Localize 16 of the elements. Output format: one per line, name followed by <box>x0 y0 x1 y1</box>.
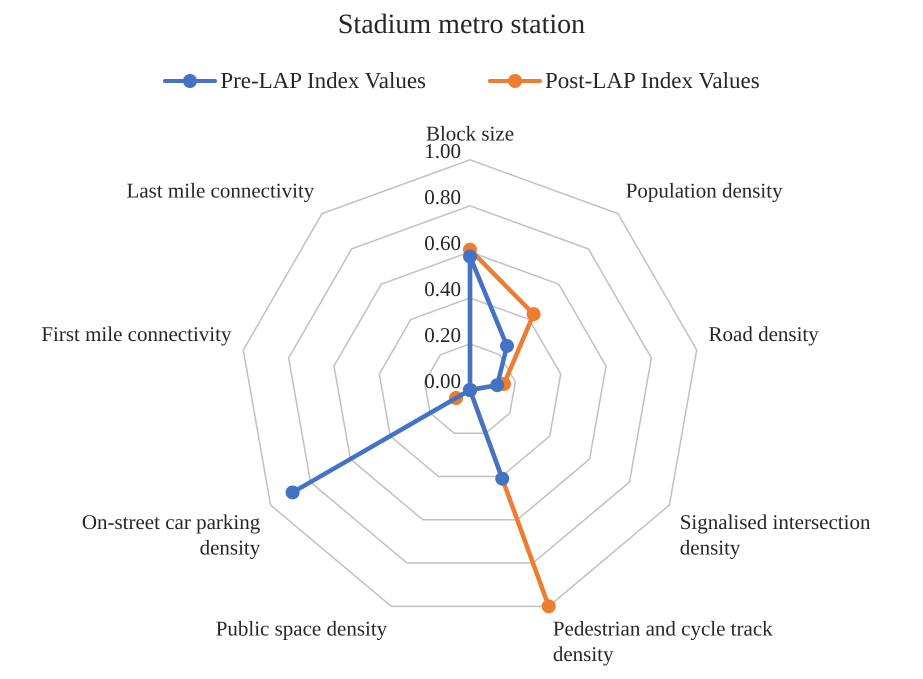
y-tick-label: 0.40 <box>424 276 461 301</box>
spoke-label: On-street car parking density <box>82 510 261 560</box>
y-tick-label: 0.80 <box>424 184 461 209</box>
spoke-label: Road density <box>708 322 820 346</box>
y-tick-label: 0.00 <box>424 369 461 393</box>
legend-label: Post-LAP Index Values <box>545 67 760 95</box>
legend-label: Pre-LAP Index Values <box>220 67 426 95</box>
spoke-label: Public space density <box>216 616 388 641</box>
y-tick-label: 0.20 <box>424 322 461 347</box>
spoke-label: Population density <box>626 178 784 202</box>
spoke-label: Last mile connectivity <box>126 178 315 202</box>
spoke-label: Signalised intersection density <box>680 510 871 560</box>
chart-title: Stadium metro station <box>336 8 586 42</box>
y-tick-label: 0.60 <box>424 230 461 255</box>
spoke-label: Pedestrian and cycle track density <box>552 616 774 666</box>
spoke-label: First mile connectivity <box>41 322 232 346</box>
